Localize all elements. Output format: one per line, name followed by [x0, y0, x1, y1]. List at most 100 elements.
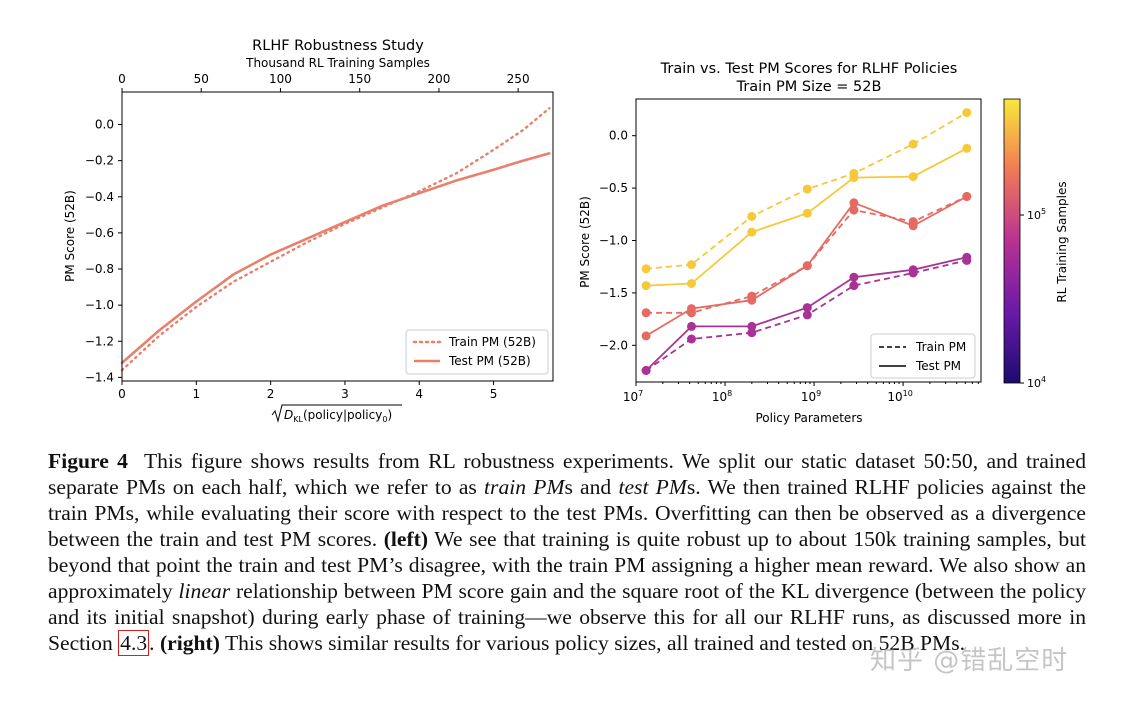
colorbar-tick-low: 104 — [1027, 375, 1046, 390]
y-tick-label: −2.0 — [599, 338, 628, 352]
right-chart-frame — [635, 98, 982, 383]
colorbar-gradient — [1003, 98, 1021, 384]
low-samples-test-point — [962, 252, 972, 262]
legend-testpm-label: Test PM — [915, 359, 961, 373]
right-chart: Train vs. Test PM Scores for RLHF Polici… — [578, 61, 1069, 425]
y-tick-label: −1.0 — [599, 234, 628, 248]
mid-samples-test-point — [802, 261, 812, 271]
left-chart-legend: Train PM (52B) Test PM (52B) — [405, 329, 549, 375]
left-chart-y-ticks: 0.0 −0.2 −0.4 −0.6 −0.8 −1.0 −1.2 −1.4 — [85, 118, 122, 384]
left-chart-title: RLHF Robustness Study — [252, 38, 424, 54]
caption-text-5: relationship between PM score gain and t… — [48, 579, 1086, 655]
train-pm-line — [120, 107, 551, 372]
high-samples-test-point — [849, 173, 859, 183]
legend-trainpm-label: Train PM — [915, 340, 966, 354]
y-tick-label: −0.2 — [85, 154, 114, 168]
high-samples-test-point — [802, 208, 812, 218]
y-tick-label: −0.4 — [85, 190, 114, 204]
mid-samples-test-point — [908, 221, 918, 231]
low-samples-train-point — [849, 281, 859, 291]
low-samples-test-point — [687, 321, 696, 331]
svg-text:DKL(policy|policy0): DKL(policy|policy0) — [284, 408, 392, 424]
caption-left: (left) — [383, 527, 429, 551]
caption-text-3: s. We then trained RLHF policies against… — [48, 475, 1086, 551]
y-tick-label: −1.0 — [85, 298, 114, 312]
right-chart-series — [641, 108, 972, 375]
xlabel-end: ) — [387, 408, 392, 422]
left-chart-x-axis-label: DKL(policy|policy0) — [271, 404, 402, 424]
left-chart-x-ticks: 0 1 2 3 4 5 — [118, 381, 497, 401]
left-chart-y-axis-label: PM Score (52B) — [63, 190, 77, 282]
high-samples-train-point — [641, 264, 651, 274]
mid-samples-test-point — [962, 192, 972, 201]
x-tick-label: 109 — [801, 389, 821, 404]
top-tick-label: 100 — [269, 72, 292, 86]
x-tick-label: 107 — [623, 389, 643, 404]
left-chart: RLHF Robustness Study Thousand RL Traini… — [63, 38, 554, 424]
low-samples-test-point — [849, 272, 859, 282]
top-tick-label: 0 — [118, 72, 126, 86]
caption-text-4: We see that training is quite robust up … — [48, 527, 1086, 603]
y-tick-label: −1.5 — [599, 286, 628, 300]
x-tick-label: 4 — [415, 387, 423, 401]
top-tick-label: 150 — [348, 72, 371, 86]
mid-samples-test-point — [747, 295, 757, 305]
caption-label: Figure 4 — [48, 449, 128, 473]
x-tick-label: 5 — [490, 387, 498, 401]
xlabel-main: D — [284, 408, 293, 422]
colorbar: 104 105 RL Training Samples — [1003, 98, 1069, 390]
high-samples-train-point — [962, 108, 972, 118]
mid-samples-test-point — [687, 304, 696, 314]
section-ref-link[interactable]: 4.3 — [118, 630, 150, 656]
top-tick-label: 200 — [427, 72, 450, 86]
right-chart-title: Train vs. Test PM Scores for RLHF Polici… — [660, 61, 958, 77]
top-tick-label: 250 — [507, 72, 530, 86]
xlabel-sub: KL — [293, 415, 303, 424]
x-tick-label: 1 — [192, 387, 200, 401]
y-tick-label: −0.6 — [85, 226, 114, 240]
caption-text-2: s and — [564, 475, 619, 499]
high-samples-train-point — [747, 211, 757, 221]
high-samples-train-point — [908, 139, 918, 149]
low-samples-train-point — [687, 334, 696, 344]
high-samples-test-point — [747, 227, 757, 237]
x-tick-label: 2 — [267, 387, 275, 401]
caption-text-6: . — [149, 631, 160, 655]
left-chart-frame — [121, 91, 554, 382]
caption-text-1: This figure shows results from RL robust… — [48, 449, 1086, 499]
figure-caption: Figure 4 This figure shows results from R… — [48, 448, 1086, 656]
caption-linear: linear — [178, 579, 231, 603]
low-samples-test-point — [802, 303, 812, 313]
xlabel-tail: (policy|policy — [303, 408, 382, 422]
top-tick-label: 50 — [194, 72, 209, 86]
high-samples-train-point — [802, 184, 812, 194]
x-tick-label: 3 — [341, 387, 349, 401]
high-samples-test-point — [962, 143, 972, 153]
x-tick-label: 1010 — [887, 389, 912, 404]
caption-right: (right) — [159, 631, 220, 655]
mid-samples-train-point — [641, 308, 651, 318]
sqrt-sign — [271, 404, 402, 423]
right-chart-x-ticks: 107 108 109 1010 — [623, 382, 979, 404]
low-samples-test-point — [641, 366, 651, 375]
colorbar-label: RL Training Samples — [1055, 181, 1069, 302]
y-tick-label: 0.0 — [95, 118, 114, 132]
right-chart-y-ticks: 0.0 −0.5 −1.0 −1.5 −2.0 — [599, 129, 636, 352]
test-pm-line — [120, 152, 551, 365]
y-tick-label: 0.0 — [609, 129, 628, 143]
high-samples-test-point — [641, 281, 651, 291]
left-chart-series — [120, 107, 551, 372]
caption-text-7: This shows similar results for various p… — [219, 631, 966, 655]
caption-test-pm: test PM — [618, 475, 687, 499]
y-tick-label: −1.2 — [85, 334, 114, 348]
right-chart-x-axis-label: Policy Parameters — [755, 411, 862, 425]
high-samples-train-point — [687, 260, 696, 270]
left-chart-top-axis-label: Thousand RL Training Samples — [245, 56, 430, 70]
right-chart-y-axis-label: PM Score (52B) — [578, 196, 592, 288]
xlabel-sub2: 0 — [382, 415, 387, 424]
left-chart-top-ticks: 0 50 100 150 200 250 — [118, 72, 530, 92]
right-chart-legend: Train PM Test PM — [870, 333, 976, 379]
low-samples-test-point — [747, 321, 757, 331]
watermark: 知乎 @错乱空时 — [870, 646, 1069, 676]
mid-samples-test-point — [641, 331, 651, 341]
